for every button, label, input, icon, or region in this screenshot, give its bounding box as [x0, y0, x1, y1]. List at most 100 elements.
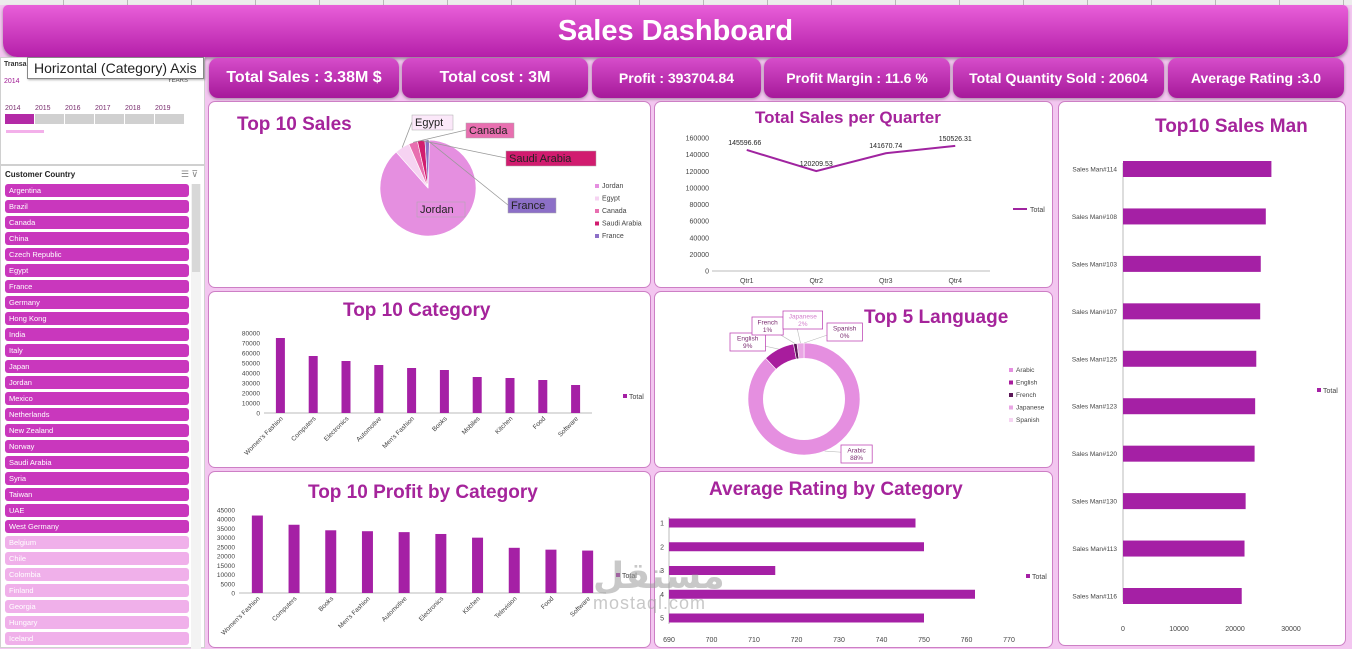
- panel-top10-category: Top 10 Category 0 10000 20000 30000 40000 500…: [208, 291, 651, 468]
- panel-title: Top10 Sales Man: [1155, 116, 1308, 137]
- clear-filter-icon[interactable]: ⊽: [191, 169, 198, 179]
- y-tick-label: 100000: [686, 185, 709, 192]
- bar: [435, 533, 447, 593]
- page-title: Sales Dashboard: [557, 14, 794, 47]
- panel-quarter-sales: Total Sales per Quarter 0 20000 40000 60000…: [654, 101, 1053, 288]
- timeline-scrollbar[interactable]: [6, 130, 44, 133]
- legend-swatch: [616, 573, 620, 577]
- legend-label: Jordan: [602, 183, 624, 190]
- timeline-year-bar[interactable]: [65, 114, 95, 124]
- category-label: Sales Man#108: [1072, 214, 1118, 221]
- timeline-year-bar[interactable]: [125, 114, 155, 124]
- kpi-total-cost: Total cost : 3M: [402, 58, 588, 98]
- slicer-item[interactable]: New Zealand: [5, 424, 189, 437]
- slicer-item[interactable]: Saudi Arabia: [5, 456, 189, 469]
- slicer-item[interactable]: Mexico: [5, 392, 189, 405]
- kpi-total-sales: Total Sales : 3.38M $: [209, 58, 399, 98]
- legend-label: Canada: [602, 208, 627, 215]
- slicer-item[interactable]: India: [5, 328, 189, 341]
- slicer-item[interactable]: Jordan: [5, 376, 189, 389]
- slicer-item[interactable]: China: [5, 232, 189, 245]
- y-tick-label: 0: [705, 269, 709, 276]
- slicer-item[interactable]: Finland: [5, 584, 189, 597]
- x-tick-label: Software: [569, 595, 592, 618]
- slicer-item[interactable]: Japan: [5, 360, 189, 373]
- legend-swatch: [1009, 380, 1013, 385]
- slicer-item[interactable]: Colombia: [5, 568, 189, 581]
- data-label-box: [729, 332, 766, 352]
- timeline-year-bar[interactable]: [5, 114, 35, 124]
- y-tick-label: 70000: [242, 341, 260, 348]
- slicer-item[interactable]: Taiwan: [5, 488, 189, 501]
- timeline-year-label[interactable]: 2019: [155, 105, 171, 112]
- x-tick-label: Mobiles: [461, 415, 482, 436]
- slicer-item[interactable]: Iceland: [5, 632, 189, 645]
- data-label-box: [416, 201, 466, 218]
- slicer-item[interactable]: Argentina: [5, 184, 189, 197]
- timeline-year-label[interactable]: 2016: [65, 105, 81, 112]
- timeline-year-label[interactable]: 2015: [35, 105, 51, 112]
- y-tick-label: 80000: [242, 331, 260, 338]
- panel-title: Average Rating by Category: [709, 479, 963, 500]
- y-tick-label: 10000: [242, 401, 260, 408]
- slicer-item[interactable]: Egypt: [5, 264, 189, 277]
- bar: [1123, 350, 1257, 367]
- panel-rating-by-category: Average Rating by Category 1 2 3 4 5 690 700 71…: [654, 471, 1053, 648]
- slicer-item[interactable]: Hong Kong: [5, 312, 189, 325]
- slicer-item[interactable]: France: [5, 280, 189, 293]
- slicer-item[interactable]: West Germany: [5, 520, 189, 533]
- y-tick-label: 40000: [217, 517, 235, 524]
- y-tick-label: 50000: [242, 361, 260, 368]
- x-tick-label: 30000: [1281, 626, 1301, 633]
- slicer-scroll-thumb[interactable]: [192, 184, 200, 272]
- slicer-scrollbar[interactable]: [191, 184, 201, 649]
- multi-select-icon[interactable]: ☰: [180, 169, 189, 179]
- bar: [669, 566, 776, 575]
- timeline-year-label[interactable]: 2018: [125, 105, 141, 112]
- slicer-item[interactable]: Brazil: [5, 200, 189, 213]
- category-label: Sales Man#114: [1072, 167, 1117, 174]
- slicer-item[interactable]: Netherlands: [5, 408, 189, 421]
- slicer-item[interactable]: Norway: [5, 440, 189, 453]
- slicer-item[interactable]: Canada: [5, 216, 189, 229]
- data-label-box: [505, 150, 597, 167]
- kpi-total-quantity: Total Quantity Sold : 20604: [953, 58, 1164, 98]
- slicer-item[interactable]: Syria: [5, 472, 189, 485]
- timeline-year-label[interactable]: 2017: [95, 105, 111, 112]
- data-label: Canada: [469, 125, 508, 137]
- legend-label: Egypt: [602, 196, 620, 203]
- x-tick-label: 750: [918, 637, 930, 644]
- slicer-item[interactable]: Belgium: [5, 536, 189, 549]
- slicer-item[interactable]: Georgia: [5, 600, 189, 613]
- category-label: Sales Man#107: [1072, 309, 1118, 316]
- y-tick-label: 25000: [217, 544, 235, 551]
- category-label: 4: [660, 592, 664, 599]
- slicer-item[interactable]: Hungary: [5, 616, 189, 629]
- slicer-item[interactable]: UAE: [5, 504, 189, 517]
- timeline-year-label[interactable]: 2014: [5, 105, 21, 112]
- x-tick-label: Food: [532, 415, 548, 431]
- watermark-latin: mostaql.com: [593, 593, 707, 613]
- slicer-item[interactable]: Czech Republic: [5, 248, 189, 261]
- data-label-pct: 0%: [840, 333, 850, 340]
- legend-swatch: [595, 221, 599, 226]
- timeline-year-bar[interactable]: [155, 114, 185, 124]
- bar: [545, 549, 557, 593]
- x-tick-label: Men's Fashion: [337, 595, 372, 630]
- slicer-item[interactable]: Italy: [5, 344, 189, 357]
- slicer-item[interactable]: Chile: [5, 552, 189, 565]
- timeline-year-bar[interactable]: [35, 114, 65, 124]
- legend-swatch: [1026, 574, 1030, 578]
- timeline-unit[interactable]: YEARS: [167, 78, 188, 84]
- y-tick-label: 0: [256, 411, 260, 418]
- timeline-year-bar[interactable]: [95, 114, 125, 124]
- legend-label: Total: [1323, 388, 1338, 395]
- legend-swatch: [595, 184, 599, 188]
- slicer-item[interactable]: Germany: [5, 296, 189, 309]
- x-tick-label: 770: [1003, 637, 1015, 644]
- panel-title: Top 10 Category: [343, 300, 491, 321]
- leader-line: [413, 129, 467, 143]
- y-tick-label: 10000: [217, 572, 235, 579]
- panel-title: Top 5 Language: [864, 307, 1009, 328]
- panel-profit-by-category: Top 10 Profit by Category 0 5000 10000 1500…: [208, 471, 651, 648]
